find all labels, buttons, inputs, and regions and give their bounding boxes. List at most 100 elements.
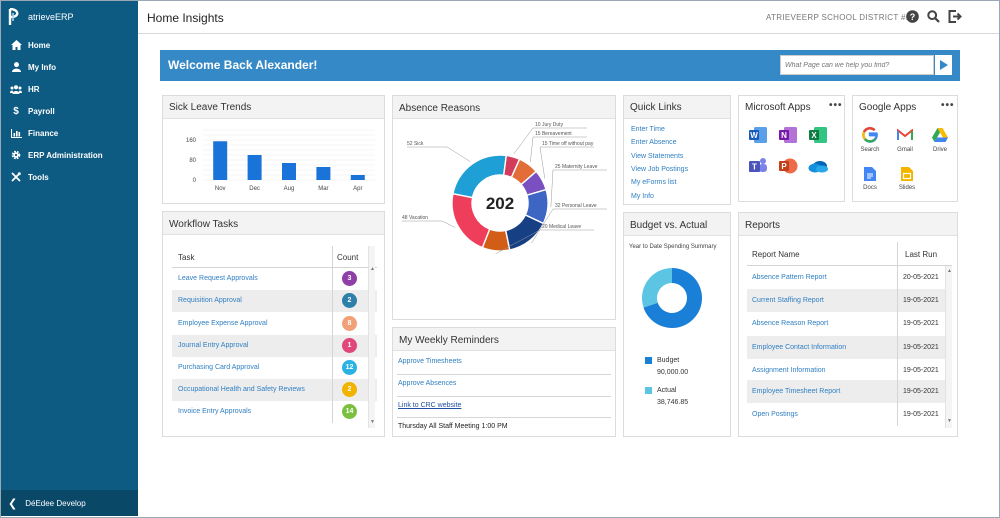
count-badge: 12 [342, 360, 357, 375]
google-drive-icon[interactable] [929, 124, 951, 146]
card-header [624, 96, 730, 119]
slice-label: 32 Personal Leave [555, 203, 597, 209]
table-row[interactable]: Employee Contact Information 19-05-2021 [747, 336, 952, 359]
quick-link-view-statements[interactable]: View Statements [631, 153, 684, 160]
scroll-down-icon[interactable]: ▼ [947, 418, 952, 424]
home-icon [10, 39, 22, 51]
report-name[interactable]: Open Postings [752, 411, 798, 418]
workflow-scrollbar[interactable]: ▲ ▼ [368, 246, 375, 428]
chevron-left-icon[interactable]: ❮ [8, 497, 18, 510]
user-icon [10, 61, 22, 73]
report-name[interactable]: Assignment Information [752, 367, 826, 374]
reports-card: Reports Report Name Last Run Absence Pat… [738, 212, 958, 437]
report-name[interactable]: Absence Pattern Report [752, 274, 827, 281]
reminder-crc-link[interactable]: Link to CRC website [398, 402, 462, 409]
svg-text:N: N [781, 131, 787, 140]
more-options-icon[interactable]: ••• [941, 100, 955, 111]
task-name[interactable]: Journal Entry Approval [178, 342, 249, 349]
budget-card: Budget vs. Actual Year to Date Spending … [623, 212, 731, 437]
label-leader [530, 136, 587, 163]
reminder-staff-meeting: Thursday All Staff Meeting 1:00 PM [398, 423, 508, 430]
scroll-down-icon[interactable]: ▼ [370, 419, 375, 425]
table-row[interactable]: Leave Request Approvals 3 [172, 268, 377, 290]
brand[interactable]: atrieveERP [1, 1, 138, 32]
report-name[interactable]: Current Staffing Report [752, 297, 824, 304]
google-search-icon[interactable] [859, 124, 881, 146]
budget-legend-swatch [645, 357, 652, 364]
sidebar-footer[interactable]: ❮ DéEdee Develop [1, 490, 138, 516]
sidebar-item-label: Home [28, 40, 51, 50]
bar [213, 141, 228, 180]
google-slides-icon[interactable] [896, 163, 918, 185]
workflow-tasks-card: Workflow Tasks Task Count Leave Request … [162, 211, 385, 437]
page-search [780, 55, 934, 75]
table-row[interactable]: Absence Reason Report 19-05-2021 [747, 312, 952, 335]
top-header: Home Insights ATRIEVEERP SCHOOL DISTRICT… [138, 1, 999, 34]
quick-link-enter-absence[interactable]: Enter Absence [631, 139, 677, 146]
table-row[interactable]: Absence Pattern Report 20-05-2021 [747, 266, 952, 289]
card-header [624, 213, 730, 236]
report-name[interactable]: Absence Reason Report [752, 320, 829, 327]
scroll-up-icon[interactable]: ▲ [370, 266, 375, 272]
task-name[interactable]: Occupational Health and Safety Reviews [178, 386, 305, 393]
table-header: Task Count [172, 246, 377, 268]
google-docs-icon[interactable] [859, 163, 881, 185]
quick-link-my-eforms[interactable]: My eForms list [631, 179, 677, 186]
table-row[interactable]: Assignment Information 19-05-2021 [747, 359, 952, 382]
quick-link-enter-time[interactable]: Enter Time [631, 126, 665, 133]
table-row[interactable]: Purchasing Card Approval 12 [172, 357, 377, 379]
table-row[interactable]: Requisition Approval 2 [172, 290, 377, 312]
welcome-message: Welcome Back Alexander! [168, 58, 318, 72]
reminder-approve-absences[interactable]: Approve Absences [398, 380, 457, 387]
brand-name: atrieveERP [28, 11, 74, 22]
svg-text:W: W [750, 131, 758, 140]
task-name[interactable]: Employee Expense Approval [178, 320, 268, 327]
search-icon[interactable] [926, 9, 941, 24]
table-row[interactable]: Journal Entry Approval 1 [172, 335, 377, 357]
quick-link-view-job-postings[interactable]: View Job Postings [631, 166, 689, 173]
sidebar-item-erp-administration[interactable]: ERP Administration [1, 144, 138, 166]
app-label: Drive [932, 147, 947, 153]
reminder-approve-timesheets[interactable]: Approve Timesheets [398, 358, 462, 365]
sidebar-item-finance[interactable]: Finance [1, 122, 138, 144]
table-row[interactable]: Occupational Health and Safety Reviews 2 [172, 379, 377, 401]
task-name[interactable]: Purchasing Card Approval [178, 364, 260, 371]
task-name[interactable]: Requisition Approval [178, 297, 242, 304]
count-badge: 1 [342, 338, 357, 353]
teams-icon[interactable]: T [747, 155, 769, 177]
word-icon[interactable]: W [747, 124, 769, 146]
task-name[interactable]: Invoice Entry Approvals [178, 408, 252, 415]
sidebar-item-tools[interactable]: Tools [1, 166, 138, 188]
page-search-button[interactable] [935, 55, 952, 75]
label-leader [513, 127, 587, 155]
report-name[interactable]: Employee Contact Information [752, 344, 847, 351]
report-name[interactable]: Employee Timesheet Report [752, 388, 841, 395]
svg-text:X: X [811, 131, 817, 140]
report-last-run: 19-05-2021 [903, 388, 939, 395]
sidebar-item-my-info[interactable]: My Info [1, 56, 138, 78]
sidebar-item-home[interactable]: Home [1, 34, 138, 56]
page-search-input[interactable] [781, 56, 933, 74]
card-header [163, 96, 384, 119]
task-name[interactable]: Leave Request Approvals [178, 275, 258, 282]
label-leader [539, 146, 594, 179]
excel-icon[interactable]: X [807, 124, 829, 146]
table-row[interactable]: Employee Expense Approval 8 [172, 313, 377, 335]
quick-link-my-info[interactable]: My Info [631, 193, 654, 200]
gmail-icon[interactable] [894, 124, 916, 146]
divider [397, 374, 611, 375]
logout-icon[interactable] [947, 9, 962, 24]
table-row[interactable]: Open Postings 19-05-2021 [747, 403, 952, 426]
help-icon[interactable]: ? [905, 9, 920, 24]
reports-scrollbar[interactable]: ▲ ▼ [945, 266, 952, 428]
onedrive-icon[interactable] [807, 155, 829, 177]
table-row[interactable]: Employee Timesheet Report 19-05-2021 [747, 380, 952, 403]
powerpoint-icon[interactable]: P [777, 155, 799, 177]
sidebar-item-hr[interactable]: HR [1, 78, 138, 100]
onenote-icon[interactable]: N [777, 124, 799, 146]
more-options-icon[interactable]: ••• [829, 100, 843, 111]
table-row[interactable]: Invoice Entry Approvals 14 [172, 401, 377, 423]
scroll-up-icon[interactable]: ▲ [947, 268, 952, 274]
table-row[interactable]: Current Staffing Report 19-05-2021 [747, 289, 952, 312]
sidebar-item-payroll[interactable]: $ Payroll [1, 100, 138, 122]
